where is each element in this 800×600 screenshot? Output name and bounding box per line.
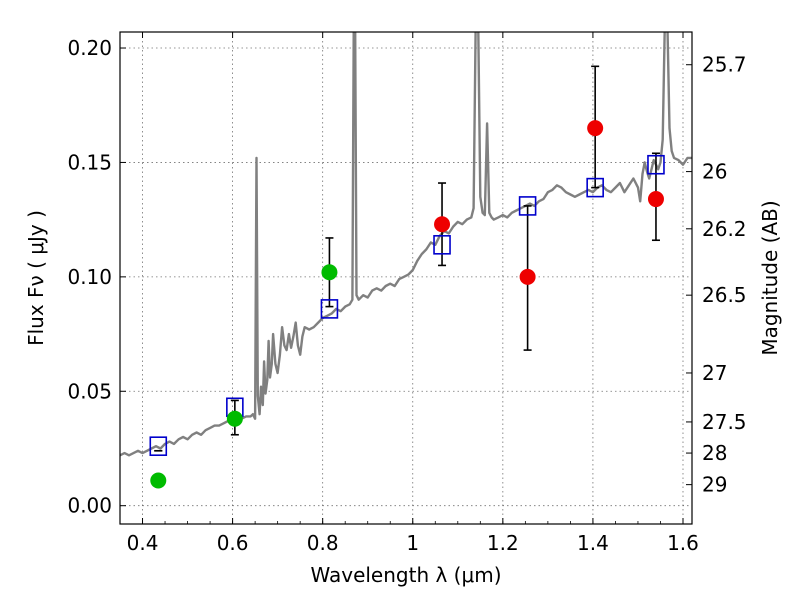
- model-flux-square: [320, 299, 339, 319]
- spectrum-layer: [120, 32, 692, 457]
- observed-flux-point: [321, 264, 338, 281]
- x-tick-label: 1: [406, 531, 419, 555]
- error-bars-layer: [154, 65, 660, 452]
- right-axis-label: Magnitude (AB): [758, 200, 782, 355]
- plot-frame: [119, 31, 693, 525]
- observed-flux-point: [434, 216, 451, 233]
- right-tick-label: 26.2: [702, 217, 747, 241]
- right-tick-label: 26.5: [702, 283, 747, 307]
- x-tick-label: 1.2: [487, 531, 519, 555]
- y-axis-label: Flux Fν ( μJy ): [24, 210, 48, 346]
- x-tick-label: 0.4: [127, 531, 159, 555]
- model-flux-square: [518, 196, 537, 216]
- right-tick-label: 25.7: [702, 53, 747, 77]
- model-flux-square: [647, 154, 665, 175]
- x-tick-label: 0.6: [217, 531, 249, 555]
- y-tick-label: 0.20: [67, 36, 112, 60]
- observed-flux-point: [226, 410, 243, 427]
- ticks-layer: 0.4 0.6 0.8 1 1.2 1.4 1.6 0.00 0.05 0.10 0.15 0.20 2…: [67, 32, 747, 555]
- grid-layer: [120, 32, 692, 524]
- x-tick-label: 1.4: [577, 531, 609, 555]
- right-tick-label: 26: [702, 160, 727, 184]
- right-tick-label: 27: [702, 361, 727, 385]
- right-tick-label: 29: [702, 473, 727, 497]
- x-axis-label: Wavelength λ (μm): [310, 563, 501, 587]
- x-tick-label: 1.6: [667, 531, 699, 555]
- spectrum-line: [120, 32, 692, 457]
- y-tick-label: 0.00: [67, 494, 112, 518]
- observed-flux-point: [150, 472, 167, 489]
- y-tick-label: 0.15: [67, 150, 112, 174]
- markers-layer: [149, 120, 665, 489]
- model-flux-square: [149, 436, 168, 456]
- right-tick-label: 27.5: [702, 410, 747, 434]
- right-tick-label: 28: [702, 441, 727, 465]
- model-flux-square: [433, 235, 451, 255]
- observed-flux-point: [587, 120, 604, 137]
- model-flux-square: [586, 177, 604, 198]
- y-tick-label: 0.10: [67, 265, 112, 289]
- observed-flux-point: [519, 268, 536, 285]
- x-tick-label: 0.8: [307, 531, 339, 555]
- observed-flux-point: [647, 191, 664, 208]
- y-tick-label: 0.05: [67, 379, 112, 403]
